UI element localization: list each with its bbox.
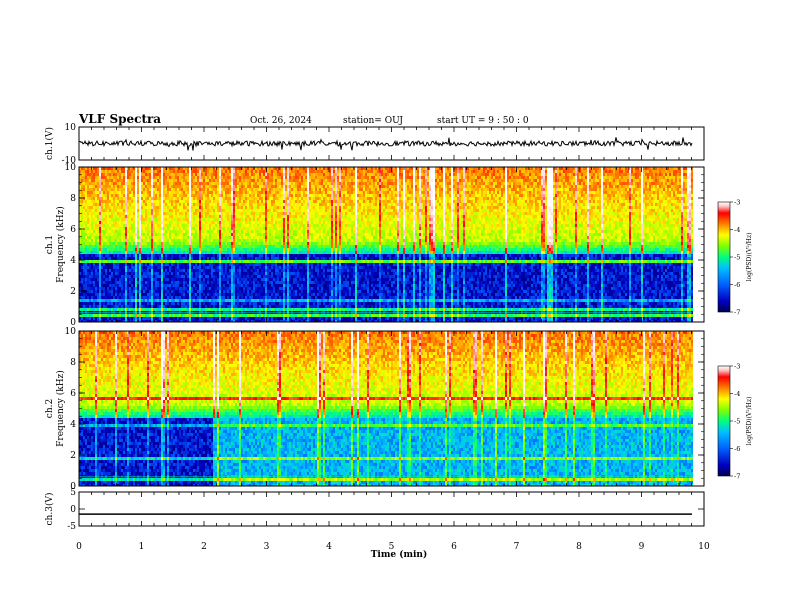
start-time-label: start UT = 9 : 50 : 0 — [437, 116, 529, 126]
date-label: Oct. 26, 2024 — [250, 116, 312, 126]
colorbar-tick-label: -6 — [734, 281, 740, 289]
y-tick-label: 6 — [70, 225, 76, 235]
y-axis-label: Frequency (kHz) — [55, 206, 66, 283]
x-tick-label: 10 — [698, 542, 710, 552]
colorbar-tick-label: -4 — [734, 226, 740, 234]
ch3-waveform-panel: 5 0 -5 ch.3(V) — [44, 488, 704, 532]
y-axis-label: ch.2 — [45, 399, 55, 418]
y-tick-label: 10 — [65, 163, 77, 173]
colorbar-tick-label: -6 — [734, 445, 740, 453]
y-axis-label: ch.1(V) — [44, 127, 55, 160]
y-tick-label: 2 — [70, 287, 76, 297]
y-tick-label: 2 — [70, 451, 76, 461]
y-axis-label: ch.1 — [45, 235, 55, 254]
y-tick-label: 10 — [65, 123, 77, 133]
x-tick-label: 8 — [576, 542, 582, 552]
y-tick-label: 6 — [70, 389, 76, 399]
colorbar-tick-label: -4 — [734, 390, 740, 398]
waveform-trace — [79, 137, 692, 150]
colorbar-tick-label: -7 — [734, 309, 740, 317]
x-tick-label: 9 — [639, 542, 645, 552]
colorbar-tick-label: -7 — [734, 473, 740, 481]
station-label: station= OUJ — [343, 116, 403, 126]
y-tick-label: 8 — [70, 358, 76, 368]
x-tick-label: 2 — [201, 542, 207, 552]
colorbar-gradient — [718, 366, 730, 476]
y-tick-label: 10 — [65, 327, 77, 337]
y-tick-label: 8 — [70, 194, 76, 204]
colorbar-label: log(PSD)(V²/Hz) — [746, 233, 753, 282]
y-tick-label: 4 — [70, 256, 76, 266]
ch1-colorbar: -3 -4 -5 -6 -7 log(PSD)(V²/Hz) — [718, 199, 753, 317]
x-axis-label: Time (min) — [371, 549, 428, 560]
panel-frame — [79, 492, 704, 526]
x-tick-label: 7 — [514, 542, 520, 552]
y-tick-label: 5 — [70, 488, 76, 498]
spectrogram-cells — [79, 331, 693, 486]
spectrogram-cells — [79, 167, 693, 322]
x-tick-label: 6 — [451, 542, 457, 552]
colorbar-gradient — [718, 202, 730, 312]
x-tick-label: 4 — [326, 542, 332, 552]
colorbar-tick-label: -3 — [734, 199, 740, 207]
y-axis-label: Frequency (kHz) — [55, 370, 66, 447]
y-axis-label: ch.3(V) — [44, 493, 55, 526]
colorbar-label: log(PSD)(V²/Hz) — [746, 397, 753, 446]
ch2-colorbar: -3 -4 -5 -6 -7 log(PSD)(V²/Hz) — [718, 363, 753, 481]
colorbar-tick-label: -5 — [734, 418, 740, 426]
y-tick-label: 0 — [70, 505, 76, 515]
y-tick-label: 4 — [70, 420, 76, 430]
colorbar-tick-label: -5 — [734, 254, 740, 262]
figure-title: VLF Spectra — [78, 112, 161, 126]
x-tick-label: 0 — [76, 542, 82, 552]
colorbar-tick-label: -3 — [734, 363, 740, 371]
x-tick-label: 3 — [264, 542, 270, 552]
x-tick-label: 1 — [139, 542, 145, 552]
y-tick-label: -5 — [67, 522, 76, 532]
